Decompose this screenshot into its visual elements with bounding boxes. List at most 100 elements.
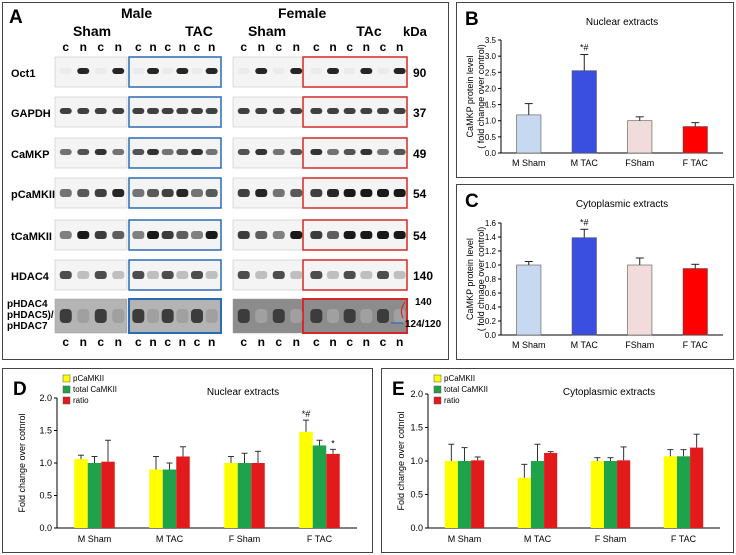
bar	[299, 431, 313, 528]
blot-band	[360, 68, 373, 74]
blot-band	[147, 149, 159, 155]
blot-band	[272, 189, 285, 197]
blot-box	[128, 56, 222, 88]
blot-band	[255, 149, 268, 155]
y-tick-label: 1.0	[485, 117, 497, 126]
bar	[176, 456, 190, 528]
blot-band	[237, 189, 250, 197]
blot-band	[343, 149, 356, 155]
lane-letter-bottom: c	[346, 335, 353, 349]
lane-letter-top: n	[208, 40, 215, 54]
band-kda: 54	[413, 187, 427, 201]
lane-letter-bottom: n	[363, 335, 370, 349]
blot-band	[77, 149, 90, 155]
x-tick-label: M Sham	[78, 534, 112, 544]
blot-band	[310, 108, 323, 114]
blot-band	[191, 149, 203, 155]
blot-band	[112, 149, 125, 155]
bar	[530, 461, 545, 528]
y-tick-label: 2.0	[39, 393, 52, 403]
band-kda: 54	[413, 229, 427, 243]
blot-band	[310, 68, 323, 74]
bar	[162, 469, 177, 528]
kda-header: kDa	[403, 24, 428, 39]
blot-band	[176, 68, 189, 74]
bar	[627, 264, 653, 336]
legend-swatch	[433, 385, 442, 394]
y-tick-label: 0.5	[410, 490, 423, 500]
hdac-label-line: pHDAC5)/	[7, 310, 54, 321]
y-tick-label: 1.5	[485, 101, 497, 110]
blot-band	[360, 271, 373, 279]
lane-letter-top: n	[115, 40, 122, 54]
x-tick-label: F Sham	[595, 534, 627, 544]
blot-band	[393, 189, 406, 197]
x-tick-label: F TAC	[671, 534, 697, 544]
blot-band	[290, 68, 303, 74]
y-tick-label: 1.6	[485, 219, 497, 228]
lane-letter-top: c	[135, 40, 142, 54]
hdac-band	[191, 309, 203, 323]
legend-label: total CaMKII	[73, 385, 117, 394]
bar	[516, 264, 542, 336]
blot-band	[147, 231, 159, 239]
band-kda: 90	[413, 66, 427, 80]
lane-letter-bottom: c	[194, 335, 201, 349]
blot-band	[343, 189, 356, 197]
y-axis-label: CaMKP protein level	[465, 238, 475, 320]
band-name: GAPDH	[11, 108, 51, 120]
bar	[74, 459, 88, 528]
blot-band	[132, 271, 145, 279]
blot-band	[393, 271, 406, 279]
chart-d: D Nuclear extracts 0.0 0.5 1.0 1.5 2.0 Fold cha…	[13, 374, 357, 544]
blot-band	[161, 189, 174, 197]
lane-letter-bottom: n	[149, 335, 156, 349]
panel-label: C	[465, 191, 479, 212]
blot-band	[360, 231, 373, 239]
blot-band	[255, 231, 268, 239]
blot-band	[191, 231, 203, 239]
y-tick-label: 2.0	[410, 389, 423, 399]
lane-letter-bottom: n	[258, 335, 265, 349]
lane-letter-bottom: c	[240, 335, 247, 349]
band-name: pCaMKII	[11, 189, 55, 201]
band-name: Oct1	[11, 68, 35, 80]
blot-band	[112, 108, 125, 114]
x-tick-label: M Sham	[512, 340, 546, 350]
blot-band	[191, 271, 203, 279]
x-tick-label: F TAC	[683, 340, 709, 350]
blot-band	[377, 149, 389, 155]
blot-band	[377, 271, 389, 279]
bar	[544, 452, 558, 528]
hdac-band	[393, 309, 406, 323]
blot-band	[290, 271, 303, 279]
y-tick-label: 0.4	[485, 303, 497, 312]
x-tick-label: M Sham	[448, 534, 482, 544]
lane-letter-top: c	[194, 40, 201, 54]
lane-letter-bottom: n	[329, 335, 336, 349]
blot-box	[128, 137, 222, 169]
y-tick-label: 0.2	[485, 317, 497, 326]
blot-band	[343, 271, 356, 279]
lane-letter-bottom: n	[293, 335, 300, 349]
band-kda: 37	[413, 106, 427, 120]
y-axis-label: Fold change over cotnrol	[396, 411, 406, 510]
hdac-band	[255, 309, 268, 323]
blot-band	[77, 68, 90, 74]
bar	[224, 463, 238, 528]
blot-band	[237, 68, 250, 74]
bar	[682, 268, 708, 336]
legend-label: ratio	[444, 396, 460, 405]
band-kda: 49	[413, 147, 427, 161]
x-tick-label: FSham	[625, 340, 654, 350]
blot-band	[132, 68, 145, 74]
blot-band	[77, 189, 90, 197]
legend-swatch	[433, 374, 442, 383]
legend-swatch	[62, 385, 71, 394]
legend-label: total CaMKII	[444, 385, 488, 394]
y-tick-label: 1.0	[485, 261, 497, 270]
blot-band	[132, 108, 145, 114]
hdac-label-line: pHDAC7	[7, 321, 48, 332]
hdac-band	[290, 309, 303, 323]
panel-a: A Male Female Sham TAC Sham TAc kDa c c n n c c n n c c n n…	[2, 2, 449, 360]
